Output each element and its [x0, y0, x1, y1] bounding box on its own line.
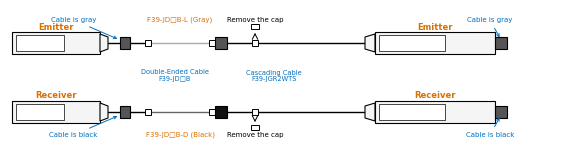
Bar: [495, 37, 507, 49]
Text: Cable is black: Cable is black: [466, 118, 514, 138]
Polygon shape: [365, 34, 375, 52]
Text: Remove the cap: Remove the cap: [227, 132, 283, 138]
Polygon shape: [100, 103, 108, 121]
Text: F39-JD□B-L (Gray): F39-JD□B-L (Gray): [147, 17, 213, 23]
Bar: [215, 37, 227, 49]
Bar: [145, 40, 151, 46]
Bar: [120, 106, 130, 118]
Bar: [215, 106, 227, 118]
Bar: [251, 24, 259, 29]
Bar: [12, 101, 100, 123]
Text: Receiver: Receiver: [35, 92, 76, 100]
Text: Receiver: Receiver: [414, 92, 456, 100]
Text: F39-JD□B-D (Black): F39-JD□B-D (Black): [145, 132, 214, 138]
Polygon shape: [365, 103, 375, 121]
Bar: [145, 109, 151, 115]
Bar: [12, 32, 100, 54]
Bar: [251, 125, 259, 130]
Bar: [120, 37, 130, 49]
Bar: [252, 109, 258, 115]
Bar: [495, 106, 507, 118]
Text: Double-Ended Cable
F39-JD□B: Double-Ended Cable F39-JD□B: [141, 70, 209, 83]
Text: Cable is black: Cable is black: [49, 116, 117, 138]
Text: Emitter: Emitter: [39, 22, 74, 32]
Text: Cable is gray: Cable is gray: [51, 17, 117, 39]
Bar: [252, 40, 258, 46]
Bar: [16, 104, 64, 120]
Bar: [379, 104, 445, 120]
Bar: [375, 101, 495, 123]
Polygon shape: [100, 34, 108, 52]
Text: Cascading Cable
F39-JGR2WTS: Cascading Cable F39-JGR2WTS: [246, 70, 302, 83]
Bar: [375, 32, 495, 54]
Text: Remove the cap: Remove the cap: [227, 17, 283, 23]
Bar: [379, 35, 445, 51]
Bar: [16, 35, 64, 51]
Text: Emitter: Emitter: [417, 22, 453, 32]
Bar: [209, 40, 215, 46]
Bar: [209, 109, 215, 115]
Text: Cable is gray: Cable is gray: [467, 17, 513, 37]
